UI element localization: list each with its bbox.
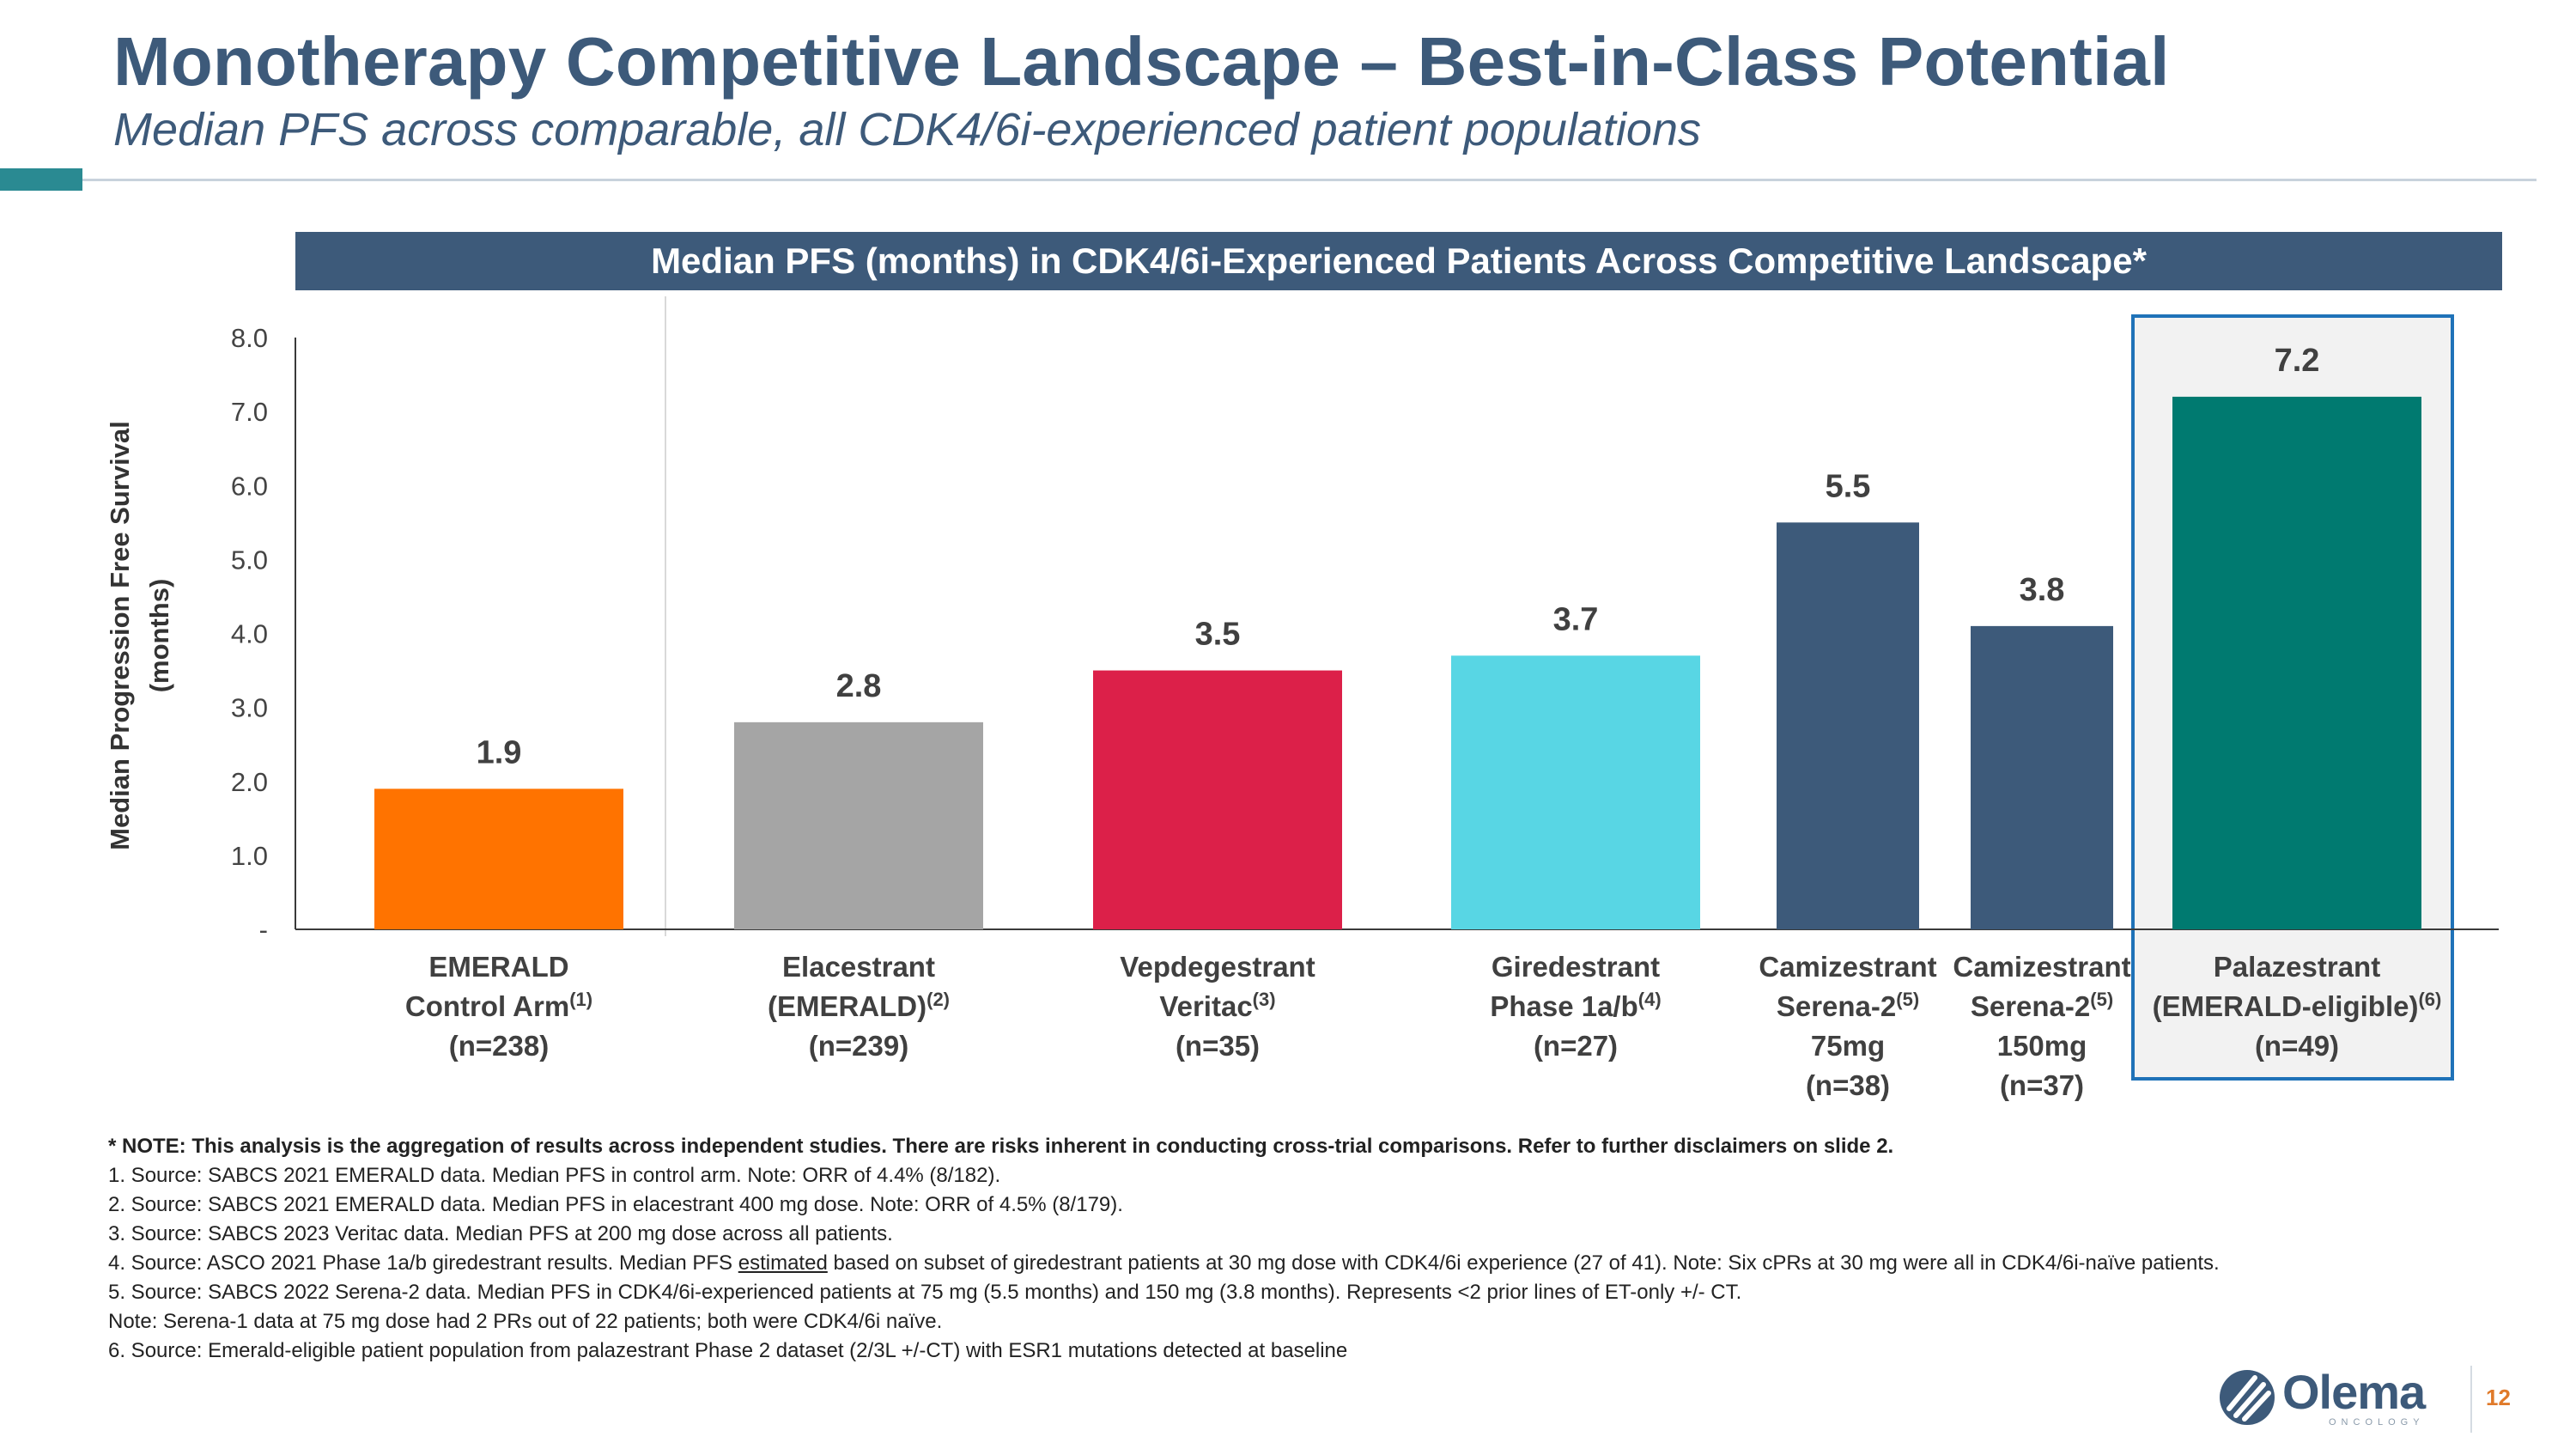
category-label: (n=38) bbox=[1806, 1069, 1890, 1101]
footnote-1: 1. Source: SABCS 2021 EMERALD data. Medi… bbox=[108, 1164, 1001, 1187]
y-tick-label: 5.0 bbox=[231, 545, 268, 575]
footnote-3: 3. Source: SABCS 2023 Veritac data. Medi… bbox=[108, 1222, 893, 1245]
category-label: EMERALD bbox=[428, 951, 568, 983]
accent-bar bbox=[0, 168, 82, 191]
footnote-4-underlined: estimated bbox=[738, 1251, 828, 1275]
bar-chart: - 1.0 2.0 3.0 4.0 5.0 6.0 7.0 8.0 Median Progress… bbox=[105, 296, 2499, 1101]
bar bbox=[1451, 655, 1700, 929]
footnote-4-part1: 4. Source: ASCO 2021 Phase 1a/b giredest… bbox=[108, 1251, 738, 1275]
category-label: (n=35) bbox=[1176, 1030, 1260, 1062]
footnote-5-note: Note: Serena-1 data at 75 mg dose had 2 … bbox=[108, 1310, 943, 1333]
y-tick-label: - bbox=[259, 915, 268, 945]
category-label: 75mg bbox=[1811, 1030, 1885, 1062]
y-tick-label: 6.0 bbox=[231, 471, 268, 501]
category-label: (n=49) bbox=[2255, 1030, 2339, 1062]
footnote-4: 4. Source: ASCO 2021 Phase 1a/b giredest… bbox=[108, 1249, 2220, 1278]
footnote-2: 2. Source: SABCS 2021 EMERALD data. Medi… bbox=[108, 1193, 1123, 1216]
data-label: 5.5 bbox=[1826, 468, 1871, 504]
category-label: (n=239) bbox=[809, 1030, 908, 1062]
footnote-disclaimer: * NOTE: This analysis is the aggregation… bbox=[108, 1135, 1894, 1158]
category-label: (EMERALD)(2) bbox=[768, 989, 950, 1022]
category-label: Serena-2(5) bbox=[1777, 989, 1919, 1022]
category-label: Vepdegestrant bbox=[1120, 951, 1315, 983]
page-number: 12 bbox=[2486, 1385, 2511, 1410]
page-title: Monotherapy Competitive Landscape – Best… bbox=[113, 23, 2170, 100]
category-label: Camizestrant bbox=[1759, 951, 1936, 983]
y-axis-title-line2: (months) bbox=[144, 579, 174, 693]
y-tick-label: 1.0 bbox=[231, 841, 268, 871]
category-label: (n=27) bbox=[1534, 1030, 1618, 1062]
y-axis-title-line1: Median Progression Free Survival bbox=[105, 421, 135, 850]
footnote-4-part2: based on subset of giredestrant patients… bbox=[827, 1251, 2220, 1275]
bar bbox=[1971, 625, 2113, 929]
category-label: (EMERALD-eligible)(6) bbox=[2153, 989, 2442, 1022]
bar bbox=[374, 788, 623, 929]
category-label: (n=238) bbox=[449, 1030, 549, 1062]
olema-logo-icon bbox=[2220, 1370, 2275, 1425]
logo-wordmark: Olema bbox=[2282, 1365, 2426, 1419]
category-label: Veritac(3) bbox=[1159, 989, 1275, 1022]
company-logo: Olema ONCOLOGY bbox=[2217, 1364, 2440, 1433]
data-label: 3.8 bbox=[2020, 572, 2065, 608]
header-divider bbox=[82, 179, 2537, 181]
bar bbox=[2172, 396, 2421, 929]
bar bbox=[1777, 522, 1919, 929]
category-label: Serena-2(5) bbox=[1971, 989, 2113, 1022]
y-tick-label: 3.0 bbox=[231, 693, 268, 723]
category-label: Camizestrant bbox=[1953, 951, 2130, 983]
category-label: (n=37) bbox=[2000, 1069, 2084, 1101]
bar bbox=[734, 721, 983, 929]
logo-subtext: ONCOLOGY bbox=[2329, 1417, 2425, 1428]
category-label: Elacestrant bbox=[782, 951, 935, 983]
category-label: Phase 1a/b(4) bbox=[1490, 989, 1661, 1022]
y-tick-label: 7.0 bbox=[231, 397, 268, 427]
data-label: 3.5 bbox=[1195, 617, 1241, 653]
footer-separator bbox=[2470, 1366, 2472, 1433]
chart-title: Median PFS (months) in CDK4/6i-Experienc… bbox=[295, 232, 2502, 290]
category-label: Palazestrant bbox=[2214, 951, 2380, 983]
y-tick-label: 2.0 bbox=[231, 767, 268, 797]
footnote-5: 5. Source: SABCS 2022 Serena-2 data. Med… bbox=[108, 1281, 1742, 1304]
data-label: 7.2 bbox=[2275, 343, 2320, 379]
data-label: 1.9 bbox=[477, 734, 522, 770]
data-label: 2.8 bbox=[836, 668, 882, 704]
y-tick-label: 4.0 bbox=[231, 619, 268, 649]
bar bbox=[1093, 670, 1342, 929]
footnote-6: 6. Source: Emerald-eligible patient popu… bbox=[108, 1339, 1348, 1362]
footnotes: * NOTE: This analysis is the aggregation… bbox=[108, 1132, 2220, 1366]
y-tick-label: 8.0 bbox=[231, 323, 268, 353]
category-label: 150mg bbox=[1997, 1030, 2087, 1062]
page-subtitle: Median PFS across comparable, all CDK4/6… bbox=[113, 104, 1701, 155]
data-label: 3.7 bbox=[1553, 601, 1599, 637]
category-label: Control Arm(1) bbox=[405, 989, 592, 1022]
category-label: Giredestrant bbox=[1492, 951, 1660, 983]
